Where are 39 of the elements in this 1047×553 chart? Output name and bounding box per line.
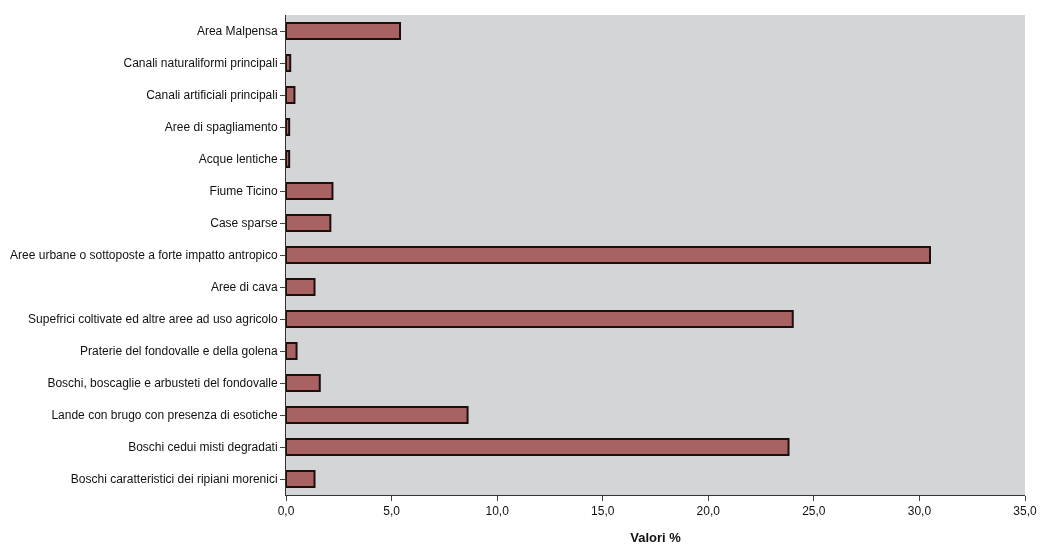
x-tick-label: 25,0 (802, 504, 826, 519)
bar (286, 246, 931, 264)
x-tick-label: 15,0 (591, 504, 615, 519)
x-tick-label: 5,0 (383, 504, 401, 519)
y-tick-label: Area Malpensa (196, 24, 278, 39)
bar (286, 470, 316, 488)
x-tick-label: 10,0 (485, 504, 510, 519)
bar (286, 150, 291, 168)
y-tick-label: Praterie del fondovalle e della golena (80, 344, 278, 359)
y-tick-label: Aree di spagliamento (164, 120, 278, 135)
y-tick-label: Case sparse (210, 216, 278, 231)
bar (286, 406, 469, 424)
y-tick-label: Acque lentiche (198, 152, 278, 167)
y-tick-label: Supefrici coltivate ed altre aree ad uso agricolo (28, 312, 278, 327)
bar (286, 86, 296, 104)
y-tick-label: Canali naturaliformi principali (123, 56, 278, 71)
y-tick-label: Fiume Ticino (209, 184, 278, 199)
y-tick-label: Boschi caratteristici dei ripiani morenici (70, 472, 278, 487)
bar (286, 278, 316, 296)
bar (286, 310, 794, 328)
bar (286, 118, 291, 136)
x-tick-label: 20,0 (696, 504, 721, 519)
bar (286, 54, 292, 72)
x-tick-label: 35,0 (1013, 504, 1037, 519)
bar (286, 438, 790, 456)
y-tick-label: Aree di cava (210, 280, 278, 295)
y-tick-label: Boschi cedui misti degradati (128, 440, 278, 455)
x-tick-label: 30,0 (907, 504, 932, 519)
y-tick-label: Boschi, boscaglie e arbusteti del fondovalle (47, 376, 278, 391)
x-axis-title: Valori % (630, 530, 682, 545)
y-tick-label: Canali artificiali principali (146, 88, 278, 103)
y-tick-label: Aree urbane o sottoposte a forte impatto antropico (10, 248, 278, 263)
bar (286, 22, 402, 40)
bar (286, 374, 321, 392)
x-tick-label: 0,0 (277, 504, 295, 519)
bar (286, 342, 298, 360)
bar (286, 214, 332, 232)
bar (286, 182, 334, 200)
y-tick-label: Lande con brugo con presenza di esotiche (51, 408, 278, 423)
